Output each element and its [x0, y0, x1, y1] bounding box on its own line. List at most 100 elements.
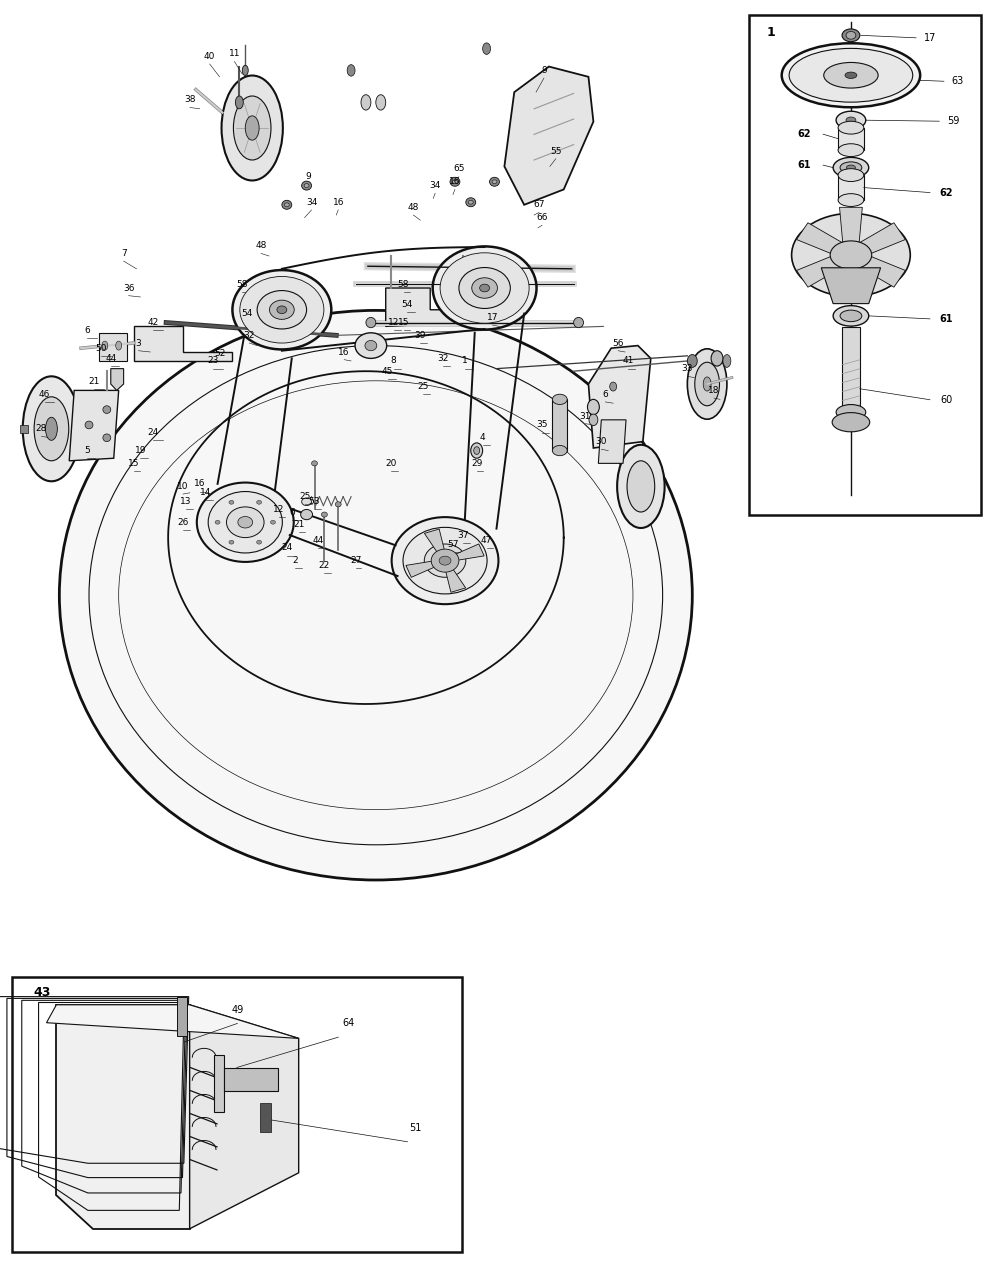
- Ellipse shape: [404, 527, 488, 594]
- Ellipse shape: [226, 507, 264, 538]
- Text: 44: 44: [313, 535, 324, 545]
- Polygon shape: [99, 333, 127, 361]
- Text: 62: 62: [798, 129, 811, 140]
- Text: 50: 50: [95, 343, 107, 353]
- Ellipse shape: [687, 355, 697, 367]
- Ellipse shape: [59, 311, 692, 881]
- Text: 57: 57: [447, 539, 459, 549]
- Ellipse shape: [838, 122, 863, 134]
- Ellipse shape: [466, 198, 476, 207]
- Text: 54: 54: [402, 300, 413, 310]
- Ellipse shape: [235, 96, 243, 109]
- Ellipse shape: [836, 111, 865, 129]
- Text: 46: 46: [39, 389, 50, 399]
- Ellipse shape: [233, 96, 271, 160]
- Ellipse shape: [245, 116, 259, 141]
- Ellipse shape: [433, 246, 537, 330]
- Text: 61: 61: [940, 314, 953, 324]
- Text: 13: 13: [180, 497, 192, 507]
- Polygon shape: [190, 1005, 299, 1229]
- Ellipse shape: [588, 415, 597, 425]
- Ellipse shape: [257, 291, 307, 329]
- Text: Partsle: Partsle: [240, 573, 472, 630]
- Text: 44: 44: [105, 353, 117, 364]
- Text: 9: 9: [306, 172, 312, 182]
- Polygon shape: [588, 346, 651, 448]
- Text: 17: 17: [924, 33, 937, 42]
- Text: 43: 43: [34, 986, 51, 998]
- Text: 34: 34: [429, 180, 441, 191]
- Text: 21: 21: [88, 376, 100, 387]
- Text: 30: 30: [595, 436, 607, 447]
- Text: 45: 45: [382, 366, 394, 376]
- Text: 19: 19: [135, 445, 146, 456]
- Ellipse shape: [472, 278, 497, 298]
- Ellipse shape: [302, 498, 312, 506]
- Text: 39: 39: [414, 330, 426, 340]
- Ellipse shape: [361, 95, 371, 110]
- Text: 25: 25: [417, 381, 429, 392]
- Text: 38: 38: [184, 95, 196, 105]
- Ellipse shape: [103, 406, 111, 413]
- Polygon shape: [424, 529, 445, 556]
- Polygon shape: [451, 544, 485, 561]
- Text: 64: 64: [342, 1019, 354, 1028]
- Text: 21: 21: [293, 520, 305, 530]
- Ellipse shape: [376, 95, 386, 110]
- Bar: [214, 1055, 224, 1112]
- Ellipse shape: [830, 241, 871, 269]
- Text: 6: 6: [84, 325, 90, 335]
- Text: 31: 31: [580, 411, 591, 421]
- Text: 66: 66: [536, 212, 548, 223]
- Polygon shape: [859, 255, 905, 287]
- Text: 48: 48: [407, 202, 419, 212]
- Ellipse shape: [552, 394, 568, 404]
- Ellipse shape: [711, 351, 723, 366]
- Text: 24: 24: [281, 543, 293, 553]
- Ellipse shape: [392, 517, 498, 604]
- Ellipse shape: [277, 306, 287, 314]
- Text: 12: 12: [273, 504, 285, 515]
- Text: 16: 16: [332, 197, 344, 207]
- Ellipse shape: [832, 412, 869, 431]
- Text: 33: 33: [681, 364, 693, 374]
- Text: 62: 62: [940, 188, 953, 197]
- Ellipse shape: [791, 214, 910, 297]
- Text: 23: 23: [207, 356, 219, 366]
- Text: 29: 29: [471, 458, 483, 468]
- Ellipse shape: [846, 32, 855, 40]
- Text: 22: 22: [318, 561, 330, 571]
- Polygon shape: [405, 561, 439, 577]
- Ellipse shape: [453, 180, 457, 184]
- Ellipse shape: [609, 383, 617, 392]
- Text: 40: 40: [204, 51, 216, 61]
- Bar: [838, 175, 863, 200]
- Polygon shape: [840, 268, 862, 302]
- Ellipse shape: [424, 544, 466, 577]
- Ellipse shape: [312, 461, 317, 466]
- Ellipse shape: [238, 517, 253, 529]
- Ellipse shape: [480, 262, 490, 271]
- Ellipse shape: [838, 193, 863, 206]
- Polygon shape: [796, 255, 842, 287]
- Ellipse shape: [846, 116, 855, 123]
- Polygon shape: [840, 207, 862, 242]
- Polygon shape: [134, 326, 232, 361]
- Ellipse shape: [208, 492, 283, 553]
- Text: 52: 52: [214, 348, 225, 358]
- Ellipse shape: [574, 317, 584, 328]
- Polygon shape: [445, 566, 466, 593]
- Text: 65: 65: [453, 164, 465, 174]
- Ellipse shape: [222, 76, 283, 180]
- Text: 48: 48: [255, 241, 267, 251]
- Text: 16: 16: [449, 177, 461, 187]
- Ellipse shape: [355, 333, 387, 358]
- Ellipse shape: [459, 268, 510, 308]
- Ellipse shape: [480, 284, 490, 292]
- Bar: [749, 15, 981, 515]
- Bar: [552, 399, 567, 451]
- Text: 4: 4: [480, 433, 486, 443]
- Ellipse shape: [703, 378, 711, 392]
- Polygon shape: [56, 1005, 190, 1229]
- Ellipse shape: [824, 63, 878, 88]
